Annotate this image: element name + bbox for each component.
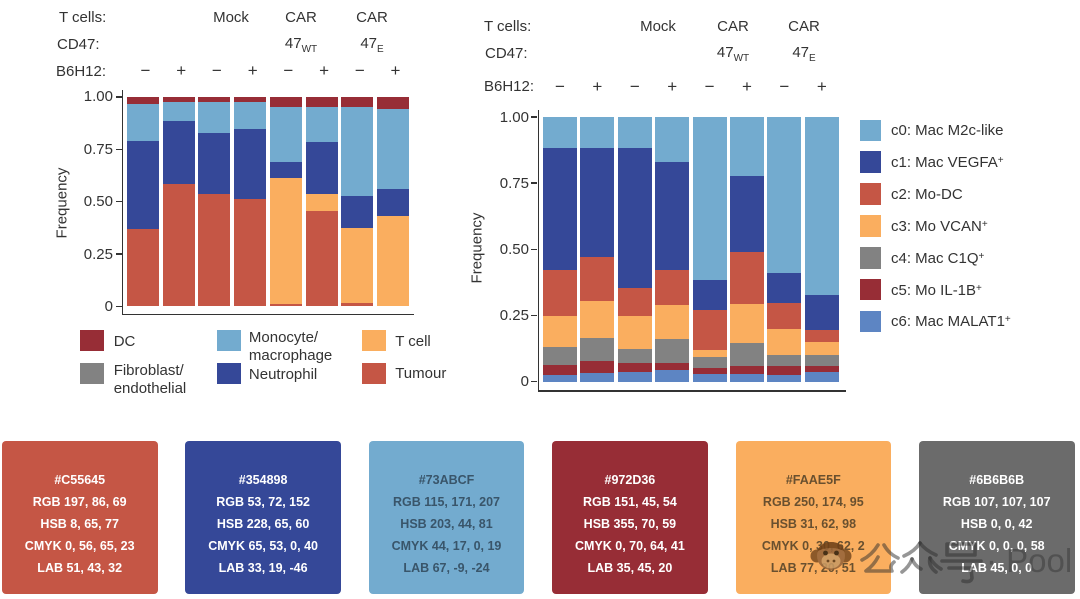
svg-text:· Pool: · Pool <box>986 542 1072 579</box>
